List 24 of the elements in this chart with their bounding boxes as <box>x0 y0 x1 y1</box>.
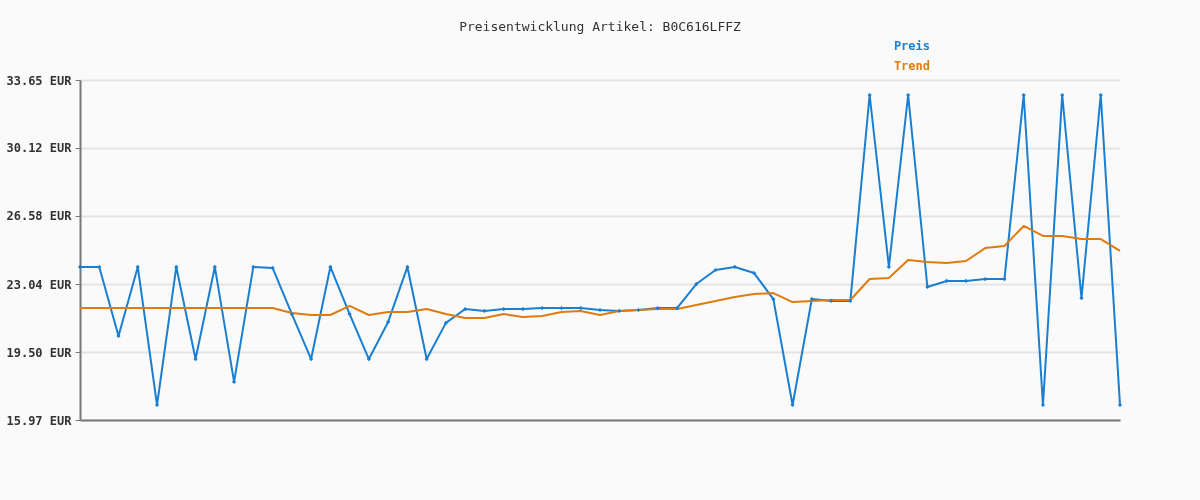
point <box>732 264 737 270</box>
y-tick-label: 26.58 EUR <box>6 209 73 224</box>
point <box>443 320 449 326</box>
point <box>828 298 834 304</box>
point <box>1117 402 1123 408</box>
point <box>809 296 814 302</box>
point <box>597 307 603 313</box>
point <box>386 319 391 325</box>
y-tick-label: 15.97 EUR <box>6 413 73 428</box>
point <box>289 311 294 317</box>
point <box>963 278 969 284</box>
chart-title: Preisentwicklung Artikel: B0C616LFFZ <box>459 19 742 34</box>
point <box>231 379 237 385</box>
y-tick-label: 23.04 EUR <box>6 277 73 292</box>
text: Trend <box>893 59 930 73</box>
point <box>520 306 526 312</box>
line-series <box>79 224 1121 320</box>
text: Preis <box>893 39 930 53</box>
y-tick-label: 19.50 EUR <box>6 345 73 360</box>
y-tick-label: 30.12 EUR <box>6 141 73 156</box>
point <box>886 264 892 270</box>
point <box>751 270 757 276</box>
y-tick-label: 33.65 EUR <box>6 73 73 88</box>
point <box>674 305 680 311</box>
